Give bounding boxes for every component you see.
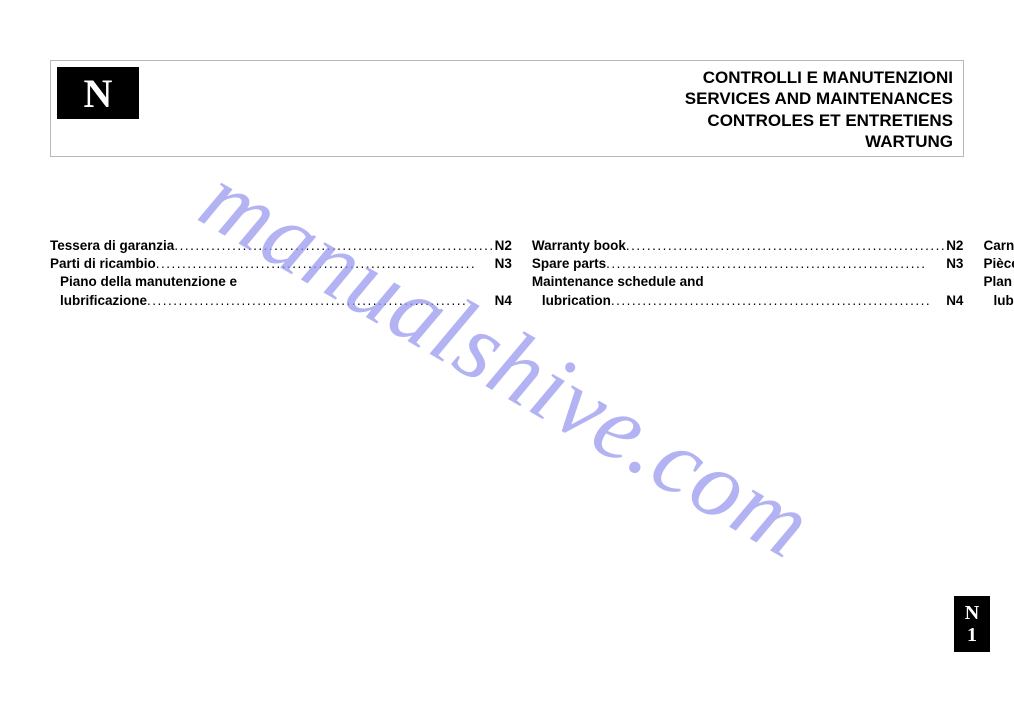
watermark: manualshive.com bbox=[183, 142, 831, 580]
section-letter: N bbox=[84, 70, 113, 117]
toc-leader-dots bbox=[611, 292, 946, 310]
toc-row: Piano della manutenzione e bbox=[50, 273, 512, 291]
toc-page-ref: N4 bbox=[946, 292, 963, 310]
toc-leader-dots bbox=[156, 255, 495, 273]
toc-label: Parti di ricambio bbox=[50, 255, 156, 273]
title-de: WARTUNG bbox=[155, 131, 953, 152]
toc-label: lubrification bbox=[993, 292, 1014, 310]
toc-column-fr: Carnet de garantieN2Pièces de rechangeN3… bbox=[983, 237, 1014, 310]
toc-row: Plan d'entretien et de bbox=[983, 273, 1014, 291]
table-of-contents: Tessera di garanzia N2 Parti di ricambio N3… bbox=[50, 237, 964, 310]
toc-row: Parti di ricambio N3 bbox=[50, 255, 512, 273]
toc-column-it: Tessera di garanzia N2 Parti di ricambio N3… bbox=[50, 237, 512, 310]
toc-label: Warranty book bbox=[532, 237, 626, 255]
toc-page-ref: N2 bbox=[946, 237, 963, 255]
toc-leader-dots bbox=[174, 237, 494, 255]
toc-label: Tessera di garanzia bbox=[50, 237, 174, 255]
section-badge: N bbox=[55, 65, 141, 121]
toc-leader-dots bbox=[606, 255, 946, 273]
toc-page-ref: N4 bbox=[495, 292, 512, 310]
toc-page-ref: N3 bbox=[495, 255, 512, 273]
toc-row: lubrificazione N4 bbox=[50, 292, 512, 310]
section-titles: CONTROLLI E MANUTENZIONI SERVICES AND MA… bbox=[155, 65, 959, 152]
toc-row: Tessera di garanzia N2 bbox=[50, 237, 512, 255]
toc-row: Maintenance schedule and bbox=[532, 273, 964, 291]
toc-page-ref: N2 bbox=[495, 237, 512, 255]
toc-row: lubrication N4 bbox=[532, 292, 964, 310]
title-it: CONTROLLI E MANUTENZIONI bbox=[155, 67, 953, 88]
toc-row: Warranty book N2 bbox=[532, 237, 964, 255]
toc-label: Plan d'entretien et de bbox=[983, 273, 1014, 291]
toc-label: Pièces de rechange bbox=[983, 255, 1014, 273]
title-en: SERVICES AND MAINTENANCES bbox=[155, 88, 953, 109]
toc-row: lubrificationN4 bbox=[983, 292, 1014, 310]
manual-page: N CONTROLLI E MANUTENZIONI SERVICES AND … bbox=[0, 0, 1014, 722]
toc-column-en: Warranty book N2 Spare parts N3 Maintenance … bbox=[532, 237, 964, 310]
title-fr: CONTROLES ET ENTRETIENS bbox=[155, 110, 953, 131]
toc-label: Spare parts bbox=[532, 255, 606, 273]
toc-leader-dots bbox=[626, 237, 946, 255]
page-tab-letter: N bbox=[965, 602, 979, 624]
page-tab-number: 1 bbox=[967, 624, 977, 646]
toc-row: Spare parts N3 bbox=[532, 255, 964, 273]
toc-row: Carnet de garantieN2 bbox=[983, 237, 1014, 255]
toc-leader-dots bbox=[147, 292, 495, 310]
toc-label: Maintenance schedule and bbox=[532, 273, 704, 291]
toc-row: Pièces de rechangeN3 bbox=[983, 255, 1014, 273]
toc-label: lubrication bbox=[542, 292, 611, 310]
toc-label: Carnet de garantie bbox=[983, 237, 1014, 255]
toc-label: Piano della manutenzione e bbox=[60, 273, 237, 291]
section-header: N CONTROLLI E MANUTENZIONI SERVICES AND … bbox=[50, 60, 964, 157]
toc-page-ref: N3 bbox=[946, 255, 963, 273]
page-tab: N 1 bbox=[954, 596, 990, 652]
toc-label: lubrificazione bbox=[60, 292, 147, 310]
